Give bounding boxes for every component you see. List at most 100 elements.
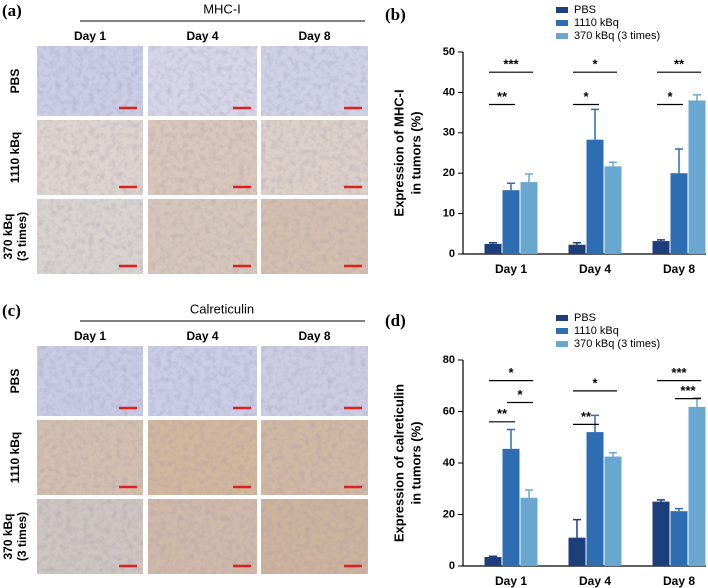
panel-title: Calreticulin (190, 301, 254, 316)
row-label: PBS (8, 69, 22, 94)
micrograph-texture (148, 46, 257, 116)
panel-label: (a) (2, 1, 22, 20)
significance-label: ** (497, 89, 508, 104)
legend-swatch (556, 315, 568, 321)
y-axis-label: in tumors (%) (408, 111, 423, 194)
legend-swatch (556, 7, 568, 13)
y-tick-label: 80 (443, 354, 455, 366)
legend-swatch (556, 33, 568, 39)
column-label: Day 8 (298, 29, 330, 43)
micrograph-texture (37, 46, 143, 116)
bar (670, 511, 688, 566)
column-label: Day 1 (74, 29, 106, 43)
significance-label: * (667, 89, 673, 104)
micrograph-texture (148, 420, 257, 495)
significance-label: * (583, 89, 589, 104)
significance-label: ** (674, 57, 685, 72)
row-label: (3 times) (15, 212, 29, 261)
error-bar (489, 241, 497, 244)
bar (502, 190, 520, 254)
error-bar (657, 499, 665, 502)
error-bar (657, 239, 665, 242)
row-label: 1110 kBq (8, 432, 22, 483)
micrograph-texture (37, 120, 143, 195)
legend-label: 1110 kBq (574, 17, 619, 29)
micrograph-texture (148, 499, 257, 574)
legend-swatch (556, 341, 568, 347)
micrograph-texture (37, 346, 143, 416)
bar (568, 537, 586, 566)
panel-label: (b) (385, 5, 406, 24)
micrograph-texture (37, 499, 143, 574)
bar (502, 448, 520, 566)
error-bar (573, 241, 581, 245)
bar (652, 501, 670, 566)
bar (670, 173, 688, 254)
row-label: 370 kBq (1, 213, 15, 259)
bar (652, 241, 670, 254)
y-axis-label: Expression of MHC-I (391, 89, 406, 216)
y-tick-label: 50 (443, 46, 455, 58)
legend-swatch (556, 20, 568, 26)
panel-label: (c) (2, 301, 21, 320)
error-bar (525, 173, 533, 183)
error-bar (609, 161, 617, 167)
micrograph-texture (261, 499, 368, 574)
column-label: Day 8 (298, 329, 330, 343)
x-tick-label: Day 1 (495, 574, 527, 588)
significance-label: ** (497, 406, 508, 421)
bar (604, 456, 622, 566)
bar (604, 166, 622, 254)
legend-label: 1110 kBq (574, 325, 619, 337)
x-tick-label: Day 4 (579, 574, 611, 588)
significance-label: * (592, 375, 598, 390)
y-tick-label: 40 (443, 86, 455, 98)
error-bar (591, 108, 599, 140)
micrograph-texture (261, 46, 368, 116)
error-bar (609, 451, 617, 457)
column-label: Day 1 (74, 329, 106, 343)
y-axis-label: in tumors (%) (408, 421, 423, 504)
column-label: Day 4 (186, 29, 218, 43)
x-tick-label: Day 8 (663, 262, 695, 276)
micrograph-texture (261, 199, 368, 274)
y-tick-label: 0 (449, 248, 455, 260)
row-label: 1110 kBq (8, 132, 22, 183)
legend-label: 370 kBq (3 times) (574, 30, 660, 42)
legend-label: 370 kBq (3 times) (574, 338, 660, 350)
y-tick-label: 20 (443, 167, 455, 179)
legend-swatch (556, 328, 568, 334)
significance-label: *** (671, 365, 687, 380)
significance-label: * (592, 57, 598, 72)
row-label: (3 times) (15, 512, 29, 561)
y-tick-label: 60 (443, 405, 455, 417)
legend-label: PBS (574, 4, 596, 16)
bar (688, 406, 706, 566)
error-bar (489, 555, 497, 557)
micrograph-texture (261, 120, 368, 195)
micrograph-texture (148, 199, 257, 274)
y-tick-label: 30 (443, 127, 455, 139)
bar (484, 243, 502, 254)
bar (484, 556, 502, 566)
bar (688, 100, 706, 254)
legend-label: PBS (574, 312, 596, 324)
error-bar (591, 414, 599, 433)
y-tick-label: 40 (443, 457, 455, 469)
y-tick-label: 10 (443, 208, 455, 220)
x-tick-label: Day 8 (663, 574, 695, 588)
row-label: PBS (8, 369, 22, 394)
micrograph-texture (37, 199, 143, 274)
x-tick-label: Day 1 (495, 262, 527, 276)
bar (520, 182, 538, 254)
bar (586, 139, 604, 254)
bar (520, 497, 538, 566)
significance-label: *** (680, 383, 696, 398)
error-bar (675, 507, 683, 512)
column-label: Day 4 (186, 329, 218, 343)
micrograph-texture (37, 420, 143, 495)
micrograph-texture (261, 420, 368, 495)
panel-label: (d) (385, 311, 406, 330)
micrograph-texture (148, 346, 257, 416)
